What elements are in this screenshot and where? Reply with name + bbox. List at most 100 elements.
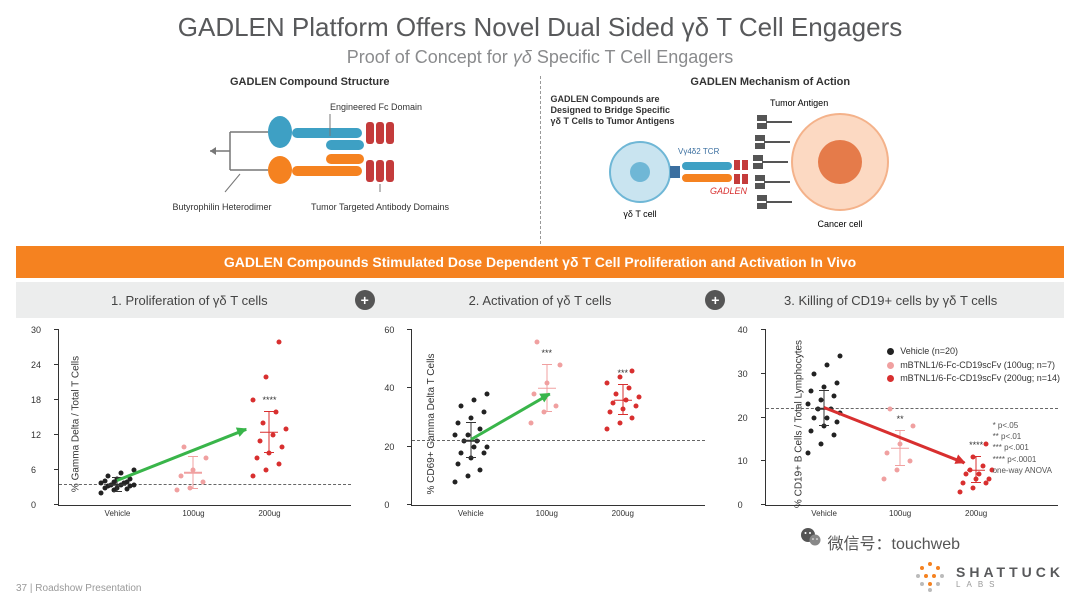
data-point [481,409,486,414]
data-point [455,462,460,467]
data-point [181,444,186,449]
tcell-label: γδ T cell [624,209,657,219]
data-point [264,374,269,379]
data-point [261,421,266,426]
significance-marker: *** [618,368,629,378]
data-point [630,368,635,373]
y-tick: 0 [738,500,743,510]
hetero-label: Butyrophilin Heterodimer [172,202,271,212]
data-point [478,468,483,473]
structure-svg: Engineered Fc Domain Butyrophilin Hetero… [130,92,490,232]
page-subtitle: Proof of Concept for γδ Specific T Cell … [0,43,1080,76]
brand-sub: LABS [956,580,1064,589]
data-point [554,403,559,408]
antigen-label: Tumor Antigen [770,98,828,108]
y-tick: 40 [738,325,748,335]
sigkey-line: **** p<.0001 [993,454,1052,465]
x-tick-label: 100ug [889,510,911,519]
brand-logo: SHATTUCK LABS [912,558,1064,594]
data-point [99,491,104,496]
data-point [910,424,915,429]
gadlen-label: GADLEN [710,186,748,196]
data-point [178,473,183,478]
reference-line [766,408,1058,409]
data-point [254,456,259,461]
data-point [614,392,619,397]
data-point [131,482,136,487]
data-point [452,479,457,484]
structure-title: GADLEN Compound Structure [80,76,540,92]
page-number: 37 [16,583,27,594]
x-tick-label: Vehicle [458,510,484,519]
y-tick: 24 [31,360,41,370]
data-point [472,444,477,449]
reference-line [412,440,704,441]
plot-area: 0612182430Vehicle100ug****200ug [58,330,351,506]
y-tick: 30 [31,325,41,335]
x-tick-label: 100ug [182,510,204,519]
data-point [604,380,609,385]
data-point [528,421,533,426]
data-point [812,415,817,420]
ab-label: Tumor Targeted Antibody Domains [311,202,450,212]
data-point [531,392,536,397]
data-point [809,428,814,433]
watermark: 微信号：touchweb [799,525,960,554]
data-point [175,488,180,493]
fc-label: Engineered Fc Domain [330,102,422,112]
moa-title: GADLEN Mechanism of Action [541,76,1001,92]
plot-area: 0204060Vehicle***100ug***200ug [411,330,704,506]
data-point [105,473,110,478]
data-point [472,398,477,403]
moa-bridge-label: GADLEN Compounds are Designed to Bridge … [551,94,681,126]
data-point [270,433,275,438]
seg-2: 2. Activation of γδ T cells [383,293,698,308]
data-point [882,476,887,481]
brand-name: SHATTUCK [956,564,1064,580]
y-tick: 30 [738,369,748,379]
data-point [977,472,982,477]
sigkey-line: *** p<.001 [993,442,1052,453]
data-point [251,473,256,478]
data-point [888,406,893,411]
data-point [277,462,282,467]
seg-1: 1. Proliferation of γδ T cells [32,293,347,308]
data-point [834,419,839,424]
data-point [611,400,616,405]
data-point [535,339,540,344]
data-point [468,415,473,420]
orange-banner: GADLEN Compounds Stimulated Dose Depende… [16,246,1064,278]
x-tick-label: 200ug [965,510,987,519]
data-point [825,363,830,368]
data-point [264,468,269,473]
data-point [118,470,123,475]
plus-icon: + [705,290,725,310]
legend-item: mBTNL1/6-Fc-CD19scFv (100ug; n=7) [887,359,1060,373]
subtitle-post: Specific T Cell Engagers [532,47,733,67]
orange-text: GADLEN Compounds Stimulated Dose Depende… [224,254,856,270]
data-point [958,489,963,494]
sigkey-line: one-way ANOVA [993,465,1052,476]
data-point [980,463,985,468]
data-point [806,402,811,407]
data-point [102,478,107,483]
subtitle-em: γδ [513,47,532,67]
legend-swatch [887,375,894,382]
scatter-chart: % Gamma Delta / Total T Cells0612182430V… [14,324,359,524]
significance-marker: ** [897,414,904,424]
sigkey-line: ** p<.01 [993,431,1052,442]
significance-marker: **** [262,395,276,405]
data-point [825,415,830,420]
data-point [834,380,839,385]
data-point [633,403,638,408]
x-tick-label: 200ug [258,510,280,519]
data-point [452,433,457,438]
y-tick: 12 [31,430,41,440]
legend-item: mBTNL1/6-Fc-CD19scFv (200ug; n=14) [887,372,1060,386]
significance-key: * p<.05** p<.01*** p<.001**** p<.0001one… [993,420,1052,476]
data-point [251,398,256,403]
data-point [907,459,912,464]
data-point [481,450,486,455]
y-tick: 40 [384,383,394,393]
x-tick-label: Vehicle [105,510,131,519]
